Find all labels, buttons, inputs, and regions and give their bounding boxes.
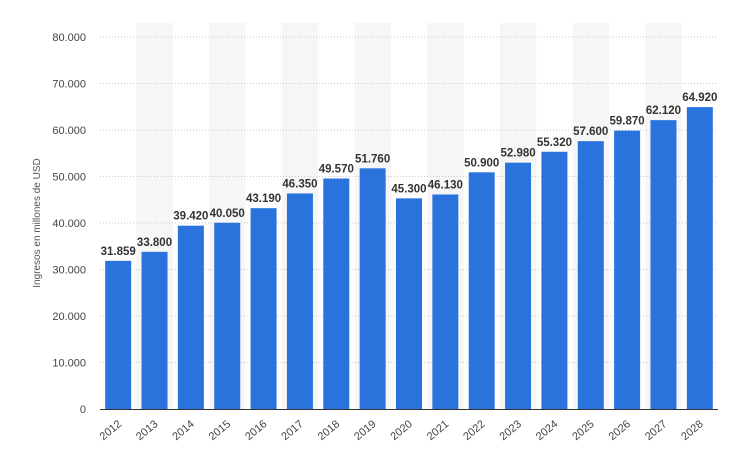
data-label-2018: 49.570 (319, 163, 354, 175)
x-tick-label-2014: 2014 (170, 418, 196, 443)
y-tick-label: 30.000 (52, 265, 86, 277)
y-tick-label: 10.000 (52, 358, 86, 370)
bar-2025 (577, 141, 604, 409)
y-tick-label: 80.000 (52, 32, 86, 44)
bar-2018 (323, 178, 350, 409)
y-tick-label: 40.000 (52, 218, 86, 230)
bar-2026 (614, 130, 641, 410)
x-tick-label-2012: 2012 (98, 418, 124, 443)
data-label-2020: 45.300 (391, 183, 426, 195)
x-tick-label-2016: 2016 (243, 418, 269, 443)
bar-2017 (286, 193, 313, 409)
x-tick-label-2027: 2027 (643, 418, 669, 443)
data-label-2013: 33.800 (137, 237, 172, 249)
x-tick-label-2021: 2021 (425, 418, 451, 443)
x-tick-label-2015: 2015 (207, 418, 233, 443)
y-tick-label: 70.000 (52, 79, 86, 91)
data-label-2022: 50.900 (464, 157, 499, 169)
bar-2020 (396, 198, 422, 409)
x-tick-label-2025: 2025 (570, 418, 596, 443)
x-tick-label-2019: 2019 (352, 418, 378, 443)
bar-2027 (650, 120, 677, 409)
data-label-2025: 57.600 (573, 126, 608, 138)
y-tick-label: 60.000 (52, 125, 86, 137)
x-tick-label-2022: 2022 (461, 418, 487, 443)
data-label-2026: 59.870 (610, 116, 645, 128)
data-label-2023: 52.980 (500, 148, 535, 160)
bar-2016 (250, 208, 277, 409)
bar-2014 (177, 225, 204, 409)
y-axis-ticks: 0 10.000 20.000 30.000 40.000 50.000 60.000 70.… (52, 32, 86, 416)
x-axis-ticks: 2012 2013 2014 2015 2016 2017 2018 2019 2020 2021… (98, 418, 706, 443)
x-tick-label-2024: 2024 (534, 418, 560, 443)
bar-2013 (141, 251, 168, 409)
x-tick-label-2028: 2028 (679, 418, 705, 443)
data-label-2012: 31.859 (101, 246, 136, 258)
x-tick-label-2026: 2026 (607, 418, 633, 443)
bar-2015 (214, 222, 241, 409)
bar-2021 (432, 194, 459, 409)
data-label-2019: 51.760 (355, 153, 390, 165)
y-tick-label: 50.000 (52, 172, 86, 184)
x-tick-label-2013: 2013 (134, 418, 160, 443)
data-label-2015: 40.050 (210, 208, 245, 220)
bar-2024 (541, 151, 568, 409)
data-label-2024: 55.320 (537, 137, 572, 149)
bar-2012 (105, 260, 132, 409)
bar-2019 (359, 168, 386, 409)
y-tick-label: 0 (80, 404, 86, 416)
y-axis-title: Ingresos en millones de USD (32, 158, 43, 288)
bar-2022 (468, 172, 495, 409)
data-label-2028: 64.920 (682, 92, 717, 104)
bars (105, 107, 713, 410)
bar-2023 (505, 162, 532, 409)
x-tick-label-2020: 2020 (388, 418, 414, 443)
data-label-2014: 39.420 (173, 211, 208, 223)
data-label-2017: 46.350 (282, 178, 317, 190)
x-tick-label-2023: 2023 (498, 418, 524, 443)
data-label-2016: 43.190 (246, 193, 281, 205)
bar-2028 (686, 107, 713, 409)
data-label-2027: 62.120 (646, 105, 681, 117)
y-tick-label: 20.000 (52, 311, 86, 323)
x-tick-label-2018: 2018 (316, 418, 342, 443)
data-label-2021: 46.130 (428, 179, 463, 191)
x-tick-label-2017: 2017 (279, 418, 305, 443)
